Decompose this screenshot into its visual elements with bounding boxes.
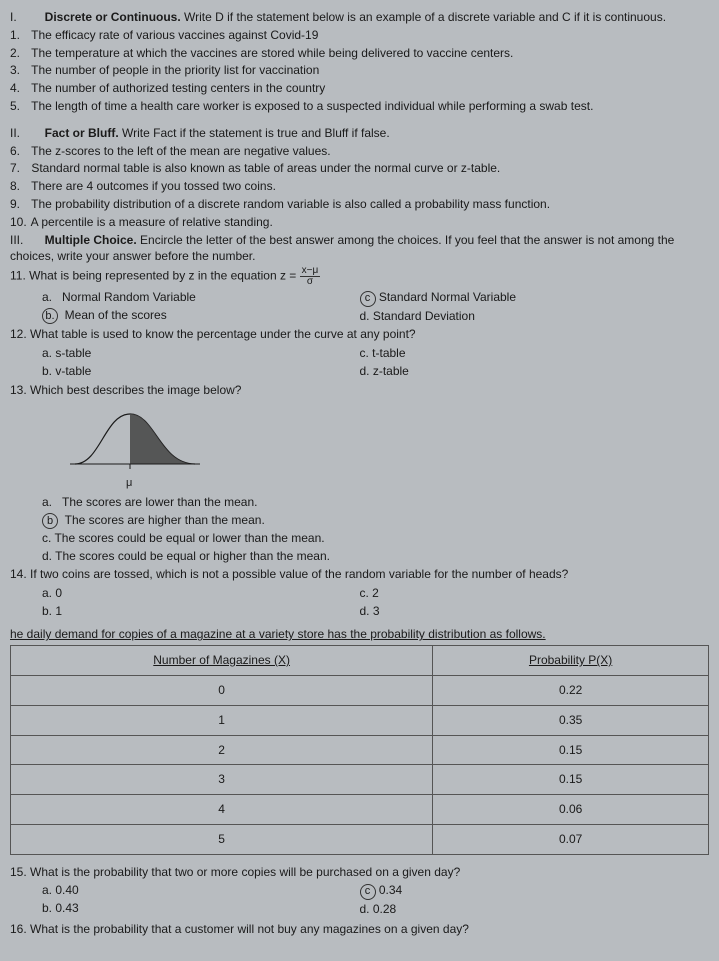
q14-opt-d: d. 3	[360, 603, 710, 620]
q15-opt-a: a. 0.40	[10, 882, 360, 899]
table-row: 50.07	[11, 824, 709, 854]
q13-opt-c: c. The scores could be equal or lower th…	[10, 530, 709, 547]
q13-opt-d: d. The scores could be equal or higher t…	[10, 548, 709, 565]
sec1-num: I.	[10, 9, 28, 26]
q12-opt-d: d. z-table	[360, 363, 710, 380]
q12-opt-b: b. v-table	[10, 363, 360, 380]
q13-a-text: The scores are lower than the mean.	[62, 495, 257, 509]
q16-stem: 16. What is the probability that a custo…	[10, 921, 709, 938]
table-header-x: Number of Magazines (X)	[11, 646, 433, 676]
sec1-item: 1. The efficacy rate of various vaccines…	[10, 27, 709, 44]
q11-a-text: Normal Random Variable	[62, 290, 196, 304]
q11-opt-a: a. Normal Random Variable	[10, 289, 360, 306]
q12-opt-a: a. s-table	[10, 345, 360, 362]
sec3-num: III.	[10, 232, 28, 249]
q11-opt-b: b. Mean of the scores	[10, 307, 360, 325]
sec2-item: 8. There are 4 outcomes if you tossed tw…	[10, 178, 709, 195]
section-3-header: III. Multiple Choice. Encircle the lette…	[10, 232, 709, 266]
q13-curve-image: μ	[10, 400, 709, 493]
q14-opt-b: b. 1	[10, 603, 360, 620]
q15-opt-b: b. 0.43	[10, 900, 360, 917]
table-row: 30.15	[11, 765, 709, 795]
circled-b-icon: b	[42, 513, 58, 529]
q12-stem: 12. What table is used to know the perce…	[10, 326, 709, 343]
sec1-instr: Write D if the statement below is an exa…	[184, 10, 666, 24]
q11-b-text: Mean of the scores	[65, 308, 167, 322]
q13-b-text: The scores are higher than the mean.	[65, 513, 265, 527]
sec3-title: Multiple Choice.	[45, 233, 137, 247]
table-row: 20.15	[11, 735, 709, 765]
sec2-item: 10. A percentile is a measure of relativ…	[10, 214, 709, 231]
circled-c-icon: c	[360, 884, 376, 900]
sec1-item: 4. The number of authorized testing cent…	[10, 80, 709, 97]
sec2-item: 9. The probability distribution of a dis…	[10, 196, 709, 213]
q13-opt-b: b The scores are higher than the mean.	[10, 512, 709, 530]
q15-stem: 15. What is the probability that two or …	[10, 864, 709, 881]
q12-opt-c: c. t-table	[360, 345, 710, 362]
sec2-instr: Write Fact if the statement is true and …	[122, 126, 390, 140]
circled-c-icon: c	[360, 291, 376, 307]
sec2-item: 6. The z-scores to the left of the mean …	[10, 143, 709, 160]
q11-opt-d: d. Standard Deviation	[360, 308, 710, 325]
table-lead: he daily demand for copies of a magazine…	[10, 626, 709, 643]
q15-c-text: 0.34	[379, 883, 402, 897]
q14-opt-a: a. 0	[10, 585, 360, 602]
q13-stem: 13. Which best describes the image below…	[10, 382, 709, 399]
q11-stem: 11. What is being represented by z in th…	[10, 266, 709, 287]
table-row: 10.35	[11, 705, 709, 735]
q11-frac-bot: σ	[300, 277, 321, 287]
table-row: 00.22	[11, 675, 709, 705]
section-1-header: I. Discrete or Continuous. Write D if th…	[10, 9, 709, 26]
sec1-item: 3. The number of people in the priority …	[10, 62, 709, 79]
q11-stem-text: 11. What is being represented by z in th…	[10, 269, 300, 283]
sec2-num: II.	[10, 125, 28, 142]
q11-c-text: Standard Normal Variable	[379, 290, 516, 304]
q11-opt-c: c Standard Normal Variable	[360, 289, 710, 307]
sec2-item: 7. Standard normal table is also known a…	[10, 160, 709, 177]
sec1-item: 5. The length of time a health care work…	[10, 98, 709, 115]
sec1-item: 2. The temperature at which the vaccines…	[10, 45, 709, 62]
q14-opt-c: c. 2	[360, 585, 710, 602]
q13-mu-label: μ	[70, 476, 709, 491]
q13-opt-a: a. The scores are lower than the mean.	[10, 494, 709, 511]
circled-b-icon: b.	[42, 308, 58, 324]
q15-opt-d: d. 0.28	[360, 901, 710, 918]
sec1-title: Discrete or Continuous.	[45, 10, 181, 24]
table-header-p: Probability P(X)	[433, 646, 709, 676]
q14-stem: 14. If two coins are tossed, which is no…	[10, 566, 709, 583]
probability-table: Number of Magazines (X) Probability P(X)…	[10, 645, 709, 855]
sec2-title: Fact or Bluff.	[45, 126, 119, 140]
q15-opt-c: c 0.34	[360, 882, 710, 900]
section-2-header: II. Fact or Bluff. Write Fact if the sta…	[10, 125, 709, 142]
table-row: 40.06	[11, 795, 709, 825]
